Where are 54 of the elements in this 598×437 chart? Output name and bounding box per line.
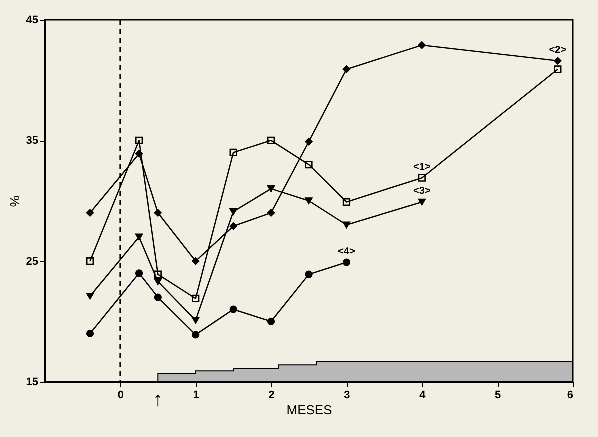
y-tick-label: 25 xyxy=(26,256,38,268)
point xyxy=(192,294,200,303)
point xyxy=(135,136,144,144)
point xyxy=(305,160,313,169)
point xyxy=(267,136,276,144)
series-label: <4> xyxy=(338,246,356,258)
x-tick-label: 3 xyxy=(344,390,350,402)
y-tick-label: 45 xyxy=(26,14,38,26)
point xyxy=(230,306,238,314)
point xyxy=(230,222,238,230)
x-tick-label: 6 xyxy=(567,390,574,402)
x-tick-label: 2 xyxy=(268,390,275,402)
point xyxy=(342,258,351,266)
y-axis-title: % xyxy=(7,195,22,208)
point xyxy=(554,66,562,74)
point xyxy=(86,330,94,338)
point xyxy=(154,294,162,302)
series-label: <3> xyxy=(414,186,431,198)
x-tick-label: 1 xyxy=(193,390,200,402)
point xyxy=(192,317,200,324)
point xyxy=(554,57,562,65)
x-tick-label: 4 xyxy=(420,390,427,402)
point xyxy=(342,222,351,229)
point xyxy=(305,270,313,278)
point xyxy=(342,198,351,206)
point xyxy=(86,258,94,266)
point xyxy=(135,270,144,278)
point xyxy=(230,208,238,216)
y-tick-label: 15 xyxy=(26,376,38,388)
point xyxy=(267,318,276,326)
point xyxy=(305,198,313,204)
point xyxy=(135,234,144,241)
point xyxy=(86,292,94,300)
annotation: ↑ xyxy=(153,389,164,411)
point xyxy=(192,258,200,266)
point xyxy=(192,331,200,339)
point xyxy=(267,186,276,192)
y-tick-label: 35 xyxy=(26,135,38,148)
point xyxy=(305,138,313,146)
point xyxy=(418,42,426,50)
point xyxy=(154,209,162,217)
x-axis-title: MESES xyxy=(286,402,333,418)
point xyxy=(230,148,238,157)
point xyxy=(154,278,162,286)
point xyxy=(154,270,162,278)
series-label: <2> xyxy=(549,45,567,56)
x-tick-label: 5 xyxy=(495,390,502,402)
x-tick-label: 0 xyxy=(118,390,124,402)
point xyxy=(418,174,426,182)
point xyxy=(342,66,351,74)
point xyxy=(86,209,94,217)
series-label: <1> xyxy=(414,162,431,174)
point xyxy=(418,198,426,206)
point xyxy=(267,209,276,217)
